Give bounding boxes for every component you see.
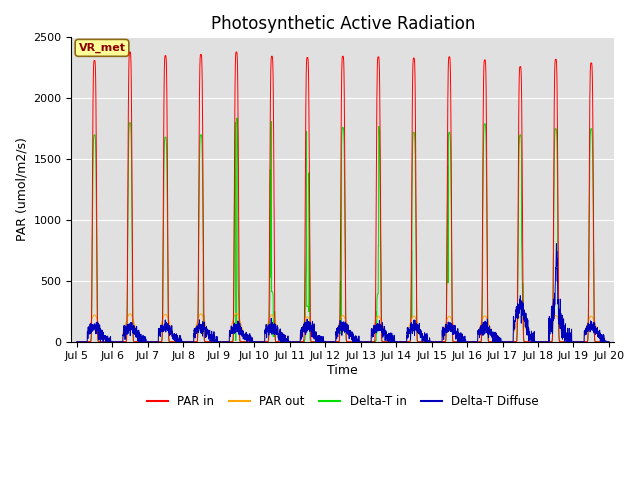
PAR in: [126, 49, 134, 55]
Delta-T in: [73, 339, 81, 345]
Delta-T in: [589, 160, 596, 166]
Legend: PAR in, PAR out, Delta-T in, Delta-T Diffuse: PAR in, PAR out, Delta-T in, Delta-T Dif…: [142, 390, 544, 413]
Title: Photosynthetic Active Radiation: Photosynthetic Active Radiation: [211, 15, 475, 33]
Delta-T Diffuse: [552, 241, 560, 247]
PAR out: [232, 310, 240, 316]
Line: PAR in: PAR in: [77, 52, 609, 342]
Delta-T in: [233, 115, 241, 121]
Delta-T Diffuse: [326, 339, 333, 345]
Delta-T in: [296, 339, 304, 345]
PAR out: [460, 338, 467, 344]
PAR in: [460, 339, 467, 345]
PAR in: [296, 339, 304, 345]
PAR out: [563, 337, 570, 343]
PAR out: [296, 331, 304, 336]
PAR in: [326, 339, 333, 345]
PAR out: [605, 339, 613, 345]
Delta-T Diffuse: [73, 339, 81, 345]
Delta-T in: [326, 339, 333, 345]
Delta-T in: [460, 339, 467, 345]
Delta-T Diffuse: [301, 323, 308, 328]
Line: Delta-T Diffuse: Delta-T Diffuse: [77, 244, 609, 342]
Delta-T Diffuse: [460, 339, 467, 345]
PAR out: [301, 318, 308, 324]
PAR out: [326, 339, 333, 345]
Y-axis label: PAR (umol/m2/s): PAR (umol/m2/s): [15, 138, 28, 241]
PAR in: [563, 339, 570, 345]
X-axis label: Time: Time: [328, 364, 358, 377]
Text: VR_met: VR_met: [79, 43, 125, 53]
PAR out: [589, 314, 596, 320]
PAR in: [301, 287, 308, 292]
Line: PAR out: PAR out: [77, 313, 609, 342]
PAR in: [73, 339, 81, 345]
PAR out: [73, 339, 81, 345]
Delta-T Diffuse: [563, 334, 570, 340]
Line: Delta-T in: Delta-T in: [77, 118, 609, 342]
Delta-T Diffuse: [605, 339, 613, 345]
Delta-T in: [301, 337, 308, 343]
Delta-T in: [605, 339, 613, 345]
Delta-T in: [563, 339, 570, 345]
Delta-T Diffuse: [296, 333, 304, 339]
Delta-T Diffuse: [589, 324, 596, 330]
PAR in: [589, 105, 596, 111]
PAR in: [605, 339, 613, 345]
